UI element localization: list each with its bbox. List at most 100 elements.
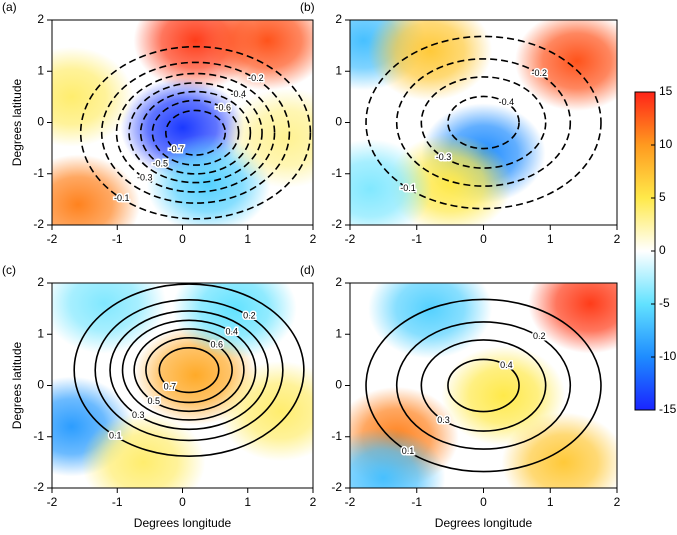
colorbar-tick-label: -10 [659,349,677,363]
x-tick-label: 2 [614,232,621,246]
contour-label: 0.2 [243,311,256,321]
y-axis-label: Degrees latitude [10,78,24,166]
contour-line [365,35,602,210]
x-tick-label: 1 [244,232,251,246]
x-tick-label: 1 [547,495,554,509]
colorbar-tick-label: -15 [659,402,677,416]
x-tick-label: -2 [345,232,356,246]
contour-label: 0.7 [164,382,177,392]
y-tick-label: 0 [335,378,342,392]
contour-line [447,358,520,413]
contour-line [395,321,572,450]
panel-label: (c) [2,263,16,277]
contour-line [145,337,233,404]
contour-label: -0.1 [400,183,416,193]
contour-line [420,76,547,169]
y-tick-label: 0 [335,115,342,129]
y-tick-label: -1 [33,429,44,443]
panel-label: (a) [2,0,17,14]
anomaly-field [205,20,313,91]
x-tick-label: -1 [112,232,123,246]
plot-area: 0.1 0.2 0.3 0.4 [350,283,617,488]
contour-line [420,339,547,432]
anomaly-field [528,283,617,354]
contour-line [165,109,227,156]
x-tick-label: 0 [480,495,487,509]
contour-line [133,328,245,413]
colorbar-tick-label: 5 [659,190,666,204]
contour-line [94,298,284,442]
contour-line [365,298,602,473]
x-tick-label: 2 [310,232,317,246]
x-tick-label: 1 [244,495,251,509]
contour-label: 0.3 [437,415,450,425]
y-tick-label: -1 [331,166,342,180]
contour-line [128,82,263,184]
colorbar-tick-label: -5 [659,296,670,310]
contour-line [115,72,276,193]
plot-area: -0.1 -0.2 -0.3 -0.4 -0.5 -0.6 -0.7 [52,20,313,225]
x-axis-label: Degrees longitude [134,516,232,530]
x-tick-label: -2 [47,495,58,509]
contour-line [151,99,240,166]
contour-line [121,319,257,421]
contour-label: -0.4 [231,89,247,99]
contour-line [447,95,520,150]
contour-label: 0.6 [210,340,223,350]
contour-label: -0.3 [436,152,452,162]
contour-label: -0.5 [153,159,169,169]
contour-line [395,58,572,187]
contour-label: 0.4 [226,326,239,336]
plot-area: 0.1 0.2 0.3 0.4 0.5 0.6 0.7 [52,283,313,488]
x-tick-label: 1 [547,232,554,246]
y-tick-label: 2 [335,12,342,26]
y-tick-label: 2 [37,275,44,289]
x-tick-label: 0 [179,495,186,509]
y-tick-label: -2 [331,480,342,494]
contour-line [109,310,269,431]
y-tick-label: 1 [37,63,44,77]
contour-label: -0.3 [137,172,153,182]
contour-label: 0.2 [533,331,546,341]
contour-label: 0.5 [147,396,160,406]
contour-label: -0.2 [532,68,548,78]
contour-line [158,347,220,394]
anomaly-field [52,283,167,354]
anomaly-field [368,283,493,359]
colorbar-tick-label: 15 [659,84,673,98]
contour-label: -0.4 [499,97,515,107]
contour-label: 0.1 [402,446,415,456]
y-tick-label: 0 [37,378,44,392]
anomaly-field [441,345,566,446]
anomaly-field [218,361,313,462]
y-tick-label: -1 [33,166,44,180]
y-axis-label: Degrees latitude [10,341,24,429]
y-tick-label: 1 [37,326,44,340]
x-tick-label: 2 [310,495,317,509]
contour-label: -0.1 [114,193,130,203]
contour-line [73,283,305,458]
x-tick-label: -1 [411,232,422,246]
y-tick-label: -2 [331,217,342,231]
x-tick-label: 0 [480,232,487,246]
anomaly-field [350,427,446,488]
panel-label: (b) [300,0,315,14]
anomaly-field [368,20,493,101]
x-tick-label: 2 [614,495,621,509]
y-tick-label: -1 [331,429,342,443]
y-tick-label: 1 [335,326,342,340]
contour-line [139,90,252,175]
plot-area: -0.1 -0.2 -0.3 -0.4 [350,20,617,225]
y-tick-label: 0 [37,115,44,129]
y-tick-label: -2 [33,217,44,231]
colorbar-tick-label: 0 [659,243,666,257]
x-tick-label: -2 [47,232,58,246]
contour-label: -0.2 [248,73,264,83]
colorbar-tick-label: 10 [659,137,673,151]
anomaly-field [224,87,313,188]
y-tick-label: 1 [335,63,342,77]
x-tick-label: 0 [179,232,186,246]
y-tick-label: 2 [335,275,342,289]
contour-line [79,45,312,220]
contour-label: 0.4 [500,360,513,370]
